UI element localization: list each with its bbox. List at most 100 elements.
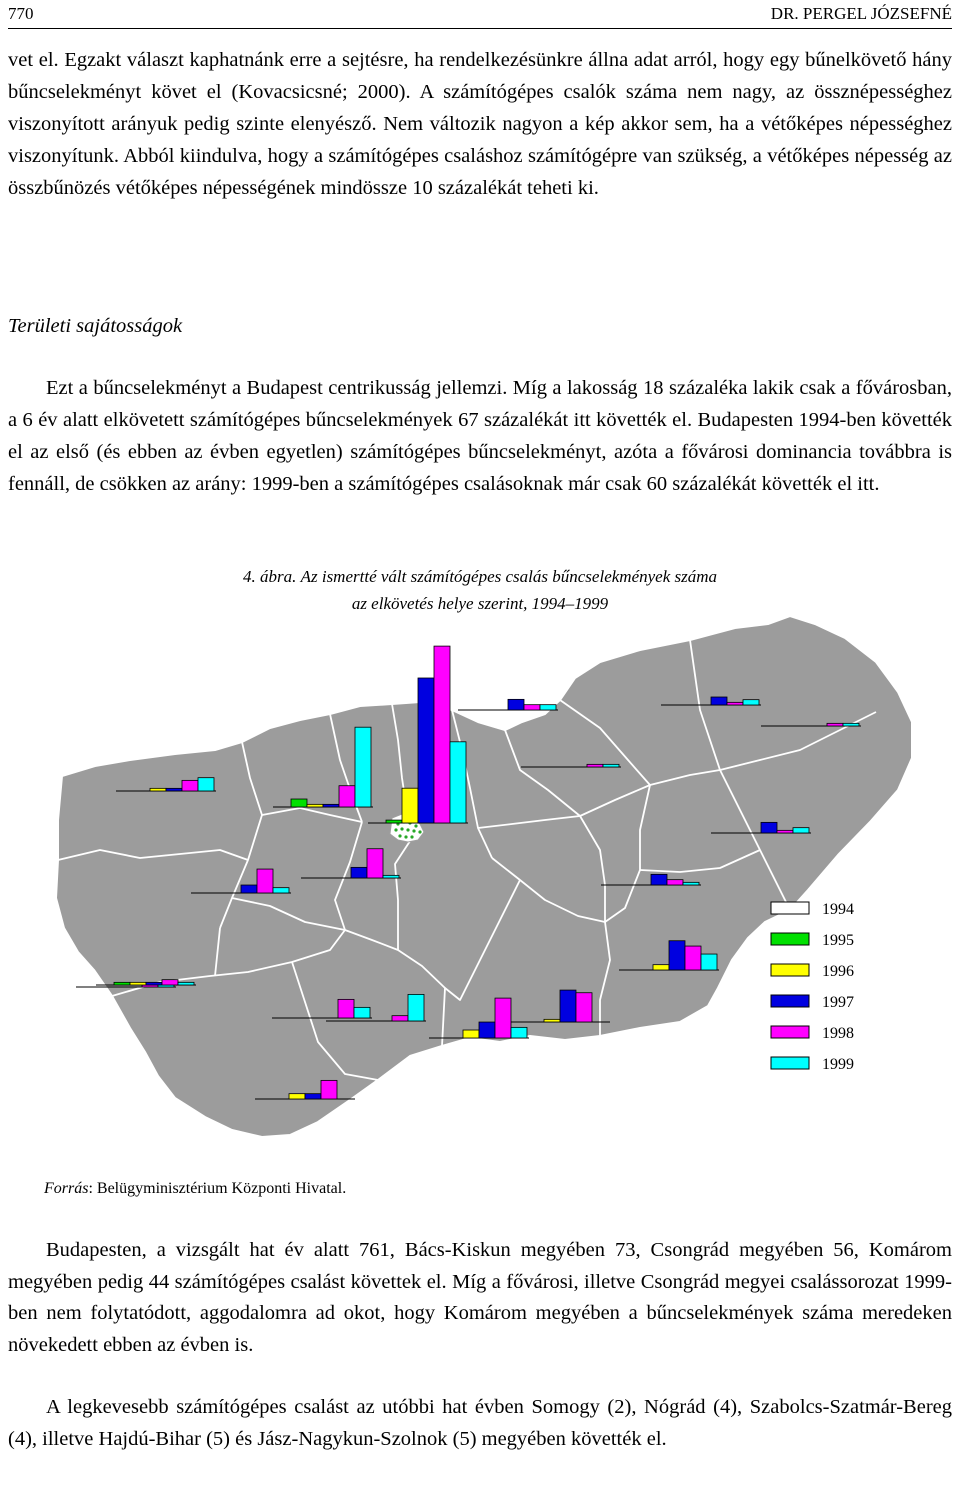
bar-1999: [700, 953, 718, 971]
bar-1996: [543, 1018, 561, 1023]
bar-1997: [165, 787, 183, 792]
figure-caption-line-2: az elkövetés helye szerint, 1994–1999: [351, 594, 609, 613]
bar-1997: [145, 981, 163, 986]
bar-1999: [449, 741, 467, 824]
bar-1999: [197, 777, 215, 792]
legend-swatch-1995: [770, 932, 810, 946]
county-bar-group: [761, 722, 861, 727]
county-bar-group: [711, 821, 811, 834]
bar-1999: [407, 993, 425, 1022]
bar-1997: [417, 677, 435, 824]
bar-1996: [129, 981, 147, 986]
bar-1999: [510, 1026, 528, 1039]
county-bar-group: [458, 698, 558, 711]
bar-1999: [742, 699, 760, 706]
paragraph-3: Budapesten, a vizsgált hat év alatt 761,…: [8, 1239, 952, 1356]
bar-1996: [401, 787, 419, 824]
bar-1997: [668, 940, 686, 971]
bar-1999: [842, 722, 860, 727]
figure-number: 4. ábra.: [242, 567, 297, 586]
bar-1998: [391, 1015, 409, 1022]
bar-1998: [433, 645, 451, 824]
bar-1996: [288, 1093, 306, 1100]
legend-label-1998: 1998: [822, 1025, 854, 1042]
paragraph-2: Ezt a bűncselekményt a Budapest centriku…: [8, 377, 952, 495]
bar-1995: [290, 798, 308, 808]
county-bar-group: [510, 989, 610, 1023]
bar-1996: [652, 964, 670, 971]
county-bar-group: [96, 979, 196, 986]
legend-label-1997: 1997: [822, 994, 854, 1011]
bar-1998: [181, 779, 199, 792]
county-bar-group: [272, 998, 372, 1019]
county-bar-group: [191, 868, 291, 894]
bar-1998: [666, 879, 684, 886]
bar-1999: [354, 726, 372, 808]
chart-legend: 1994 1995 1996 1997 1998 1999: [770, 901, 854, 1073]
county-bar-group: [273, 726, 373, 808]
running-header: 770 DR. PERGEL JÓZSEFNÉ: [8, 2, 952, 29]
bar-1995: [385, 819, 403, 824]
bar-1997: [760, 821, 778, 834]
county-bar-groups: [76, 645, 861, 1100]
legend-label-1995: 1995: [822, 932, 854, 949]
bar-1999: [272, 887, 290, 894]
running-author: DR. PERGEL JÓZSEFNÉ: [770, 4, 952, 23]
bar-1996: [462, 1029, 480, 1039]
figure-caption-line-1: Az ismertté vált számítógépes csalás bűn…: [300, 567, 718, 586]
county-bar-group: [521, 763, 621, 768]
source-text: : Belügyminisztérium Központi Hivatal.: [88, 1180, 347, 1197]
bar-1997: [559, 989, 577, 1023]
section-title: Területi sajátosságok: [8, 315, 183, 337]
bar-1997: [322, 803, 340, 808]
legend-swatch-1997: [770, 994, 810, 1008]
bar-1996: [149, 787, 167, 792]
bar-1998: [494, 997, 512, 1039]
bar-1998: [826, 722, 844, 727]
bar-1998: [575, 992, 593, 1023]
county-bar-group: [301, 848, 401, 879]
county-bar-group: [429, 997, 529, 1039]
bar-1998: [684, 945, 702, 971]
legend-swatch-1996: [770, 963, 810, 977]
bar-1999: [792, 827, 810, 834]
budapest-pattern: [394, 820, 422, 839]
hungary-county-chart-map: 1994 1995 1996 1997 1998 1999: [55, 615, 913, 1138]
legend-label-1996: 1996: [822, 963, 854, 980]
bar-1998: [320, 1079, 338, 1100]
bar-1999: [602, 763, 620, 768]
bar-1999: [539, 704, 557, 711]
county-bar-group: [601, 873, 701, 886]
bar-1997: [240, 884, 258, 894]
page-number: 770: [8, 4, 34, 23]
bar-1999: [382, 874, 400, 879]
bar-1998: [776, 829, 794, 834]
bar-1998: [523, 704, 541, 711]
bar-1999: [353, 1006, 371, 1019]
figure-source: Forrás: Belügyminisztérium Központi Hiva…: [44, 1180, 346, 1198]
bar-1998: [256, 868, 274, 894]
bar-1998: [161, 979, 179, 986]
bar-1997: [350, 866, 368, 879]
bar-1997: [304, 1093, 322, 1100]
legend-swatch-1994: [770, 901, 810, 915]
bar-1998: [366, 848, 384, 879]
legend-swatch-1998: [770, 1025, 810, 1039]
county-bar-group: [661, 696, 761, 706]
bar-1998: [726, 701, 744, 706]
bar-1996: [306, 803, 324, 808]
bar-1997: [650, 873, 668, 886]
bar-1998: [338, 785, 356, 808]
legend-swatch-1999: [770, 1056, 810, 1070]
bar-1999: [682, 881, 700, 886]
bar-1997: [507, 698, 525, 711]
county-bar-group: [116, 777, 216, 792]
country-map: [55, 615, 913, 1138]
bar-1995: [113, 981, 131, 986]
bar-1998: [586, 763, 604, 768]
county-borders: [57, 639, 877, 1081]
county-bar-group: [368, 645, 468, 824]
paragraph-1: vet el. Egzakt választ kaphatnánk erre a…: [8, 49, 952, 199]
bar-1999: [177, 981, 195, 986]
county-bar-group: [326, 993, 426, 1022]
